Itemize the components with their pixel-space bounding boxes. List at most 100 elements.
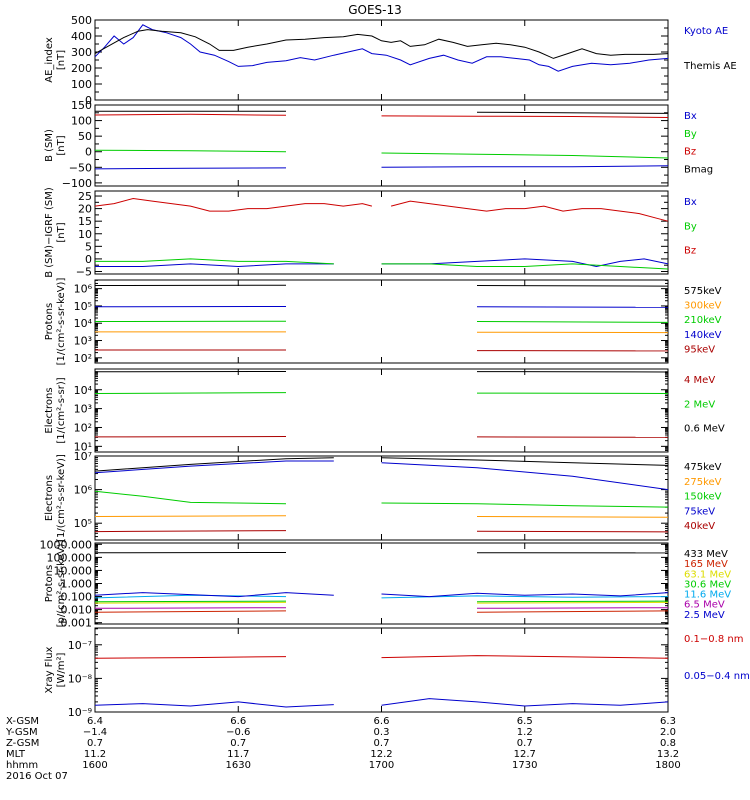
y-tick-label: 100.000	[47, 551, 93, 564]
axis-row-label: MLT	[6, 749, 26, 760]
series-line	[476, 285, 669, 287]
y-tick-label: 0	[85, 146, 92, 159]
y-tick-label: 0.001	[61, 617, 93, 630]
series-line	[476, 516, 669, 518]
y-tick-label: 200	[71, 62, 92, 75]
series-line	[381, 115, 669, 118]
y-axis-label: [1/(cm²-s-sr-keV)]	[56, 454, 67, 542]
legend-entry: Bz	[684, 147, 696, 158]
axis-row-value: 0.8	[660, 738, 676, 749]
legend-entry: 300keV	[684, 301, 722, 312]
axis-row-value: 6.6	[230, 716, 246, 727]
y-tick-label: 10²	[74, 421, 92, 434]
y-tick-label: 10⁵	[74, 517, 92, 530]
y-tick-label: 10⁴	[74, 317, 93, 330]
panel-protons_low: 10² 10³ 10⁴ 10⁵ 10⁶ Protons [1/(cm²-s-sr-keV)]…	[44, 278, 722, 366]
legend-entry: 140keV	[684, 330, 722, 341]
axis-row-value: 12.7	[514, 749, 536, 760]
panel-ae: 0 100 200 300 400 500 AE_index [nT] Kyoto AE Them…	[44, 14, 737, 107]
series-line	[94, 490, 287, 505]
legend-entry: 0.1−0.8 nm	[684, 634, 743, 645]
legend-entry: 63.1 MeV	[684, 569, 731, 580]
axis-row-value: 1600	[82, 760, 107, 771]
y-tick-label: 10	[78, 228, 92, 241]
series-line	[94, 149, 287, 153]
y-tick-label: 1000.000	[40, 538, 93, 551]
y-tick-label: 1.000	[61, 578, 93, 591]
series-line	[476, 607, 669, 609]
y-tick-label: 300	[71, 46, 92, 59]
series-line	[476, 321, 669, 323]
legend-entry: 4 MeV	[684, 375, 715, 386]
y-axis-label: B (SM)	[44, 129, 55, 162]
series-line	[381, 462, 669, 491]
axis-row-value: 1700	[369, 760, 394, 771]
axis-row-value: 2.0	[660, 727, 676, 738]
series-line	[381, 165, 669, 168]
y-tick-label: 5	[85, 240, 92, 253]
legend-entry: 75keV	[684, 506, 715, 517]
y-tick-label: 10²	[74, 352, 92, 365]
legend-entry: 40keV	[684, 521, 715, 532]
axis-row-value: 0.3	[374, 727, 390, 738]
y-tick-label: 10⁻⁹	[68, 706, 92, 719]
y-axis-label: Protons	[44, 565, 55, 602]
series-line	[476, 610, 669, 613]
series-line	[94, 607, 287, 609]
y-axis-label: B (SM)−IGRF (SM)	[44, 187, 55, 278]
legend-entry: 0.05−0.4 nm	[684, 671, 750, 682]
legend-entry: Bx	[684, 111, 697, 122]
y-tick-label: −50	[69, 161, 92, 174]
y-axis-label: [1/(cm²-s-sr-keV)]	[56, 278, 67, 366]
legend-entry: Bz	[684, 246, 696, 257]
y-tick-label: 10³	[74, 335, 92, 348]
axis-row-value: 0.7	[517, 738, 533, 749]
panel-b_sm: −100 −50 0 50 100 150 B (SM) [nT] Bx By Bz Bmag	[44, 99, 713, 190]
axis-row-value: 1.2	[517, 727, 533, 738]
series-line	[94, 29, 669, 59]
axis-date: 2016 Oct 07	[6, 771, 68, 782]
legend-entry: 0.6 MeV	[684, 424, 725, 435]
y-tick-label: 0	[85, 94, 92, 107]
series-line	[94, 610, 287, 613]
legend-entry: By	[684, 221, 697, 232]
axis-row-value: 1800	[655, 760, 680, 771]
y-tick-label: 50	[78, 130, 92, 143]
panel-protons_mev: 0.0010.0100.1001.00010.000100.0001000.00…	[40, 538, 732, 629]
axis-row-value: 6.5	[517, 716, 533, 727]
legend-entry: 275keV	[684, 477, 722, 488]
series-line	[94, 460, 334, 474]
legend-entry: 165 MeV	[684, 559, 728, 570]
axis-row-value: 13.2	[657, 749, 679, 760]
legend-entry: 2.5 MeV	[684, 610, 725, 621]
y-tick-label: 10⁶	[74, 484, 93, 497]
y-tick-label: 150	[71, 99, 92, 112]
legend-entry: 11.6 MeV	[684, 590, 731, 601]
y-axis-label: [nT]	[56, 222, 67, 242]
y-tick-label: 10⁻⁷	[68, 639, 92, 652]
panel-electrons_kev: 10⁵ 10⁶ 10⁷ Electrons [1/(cm²-s-sr-keV)] 475k…	[44, 450, 722, 542]
series-line	[381, 258, 669, 268]
series-line	[381, 457, 669, 466]
legend-entry: Themis AE	[683, 61, 737, 72]
series-line	[94, 167, 287, 170]
axis-row-value: 1630	[226, 760, 251, 771]
y-axis-label: [1/(cm²-s-sr)]	[56, 377, 67, 443]
series-line	[476, 600, 669, 603]
y-tick-label: −100	[62, 177, 92, 190]
legend-entry: Bx	[684, 197, 697, 208]
series-line	[94, 656, 287, 659]
y-tick-label: 10⁷	[74, 450, 92, 463]
series-line	[94, 113, 287, 116]
axis-row-label: Y-GSM	[5, 727, 38, 738]
y-tick-label: −5	[76, 265, 92, 278]
y-tick-label: 100	[71, 115, 92, 128]
axis-row-value: 1730	[512, 760, 537, 771]
axis-row-value: 6.4	[87, 716, 103, 727]
axis-row-label: hhmm	[6, 760, 38, 771]
legend-entry: 2 MeV	[684, 399, 715, 410]
y-axis-label: [W/m²]	[56, 652, 67, 687]
axis-row-value: 12.2	[370, 749, 392, 760]
